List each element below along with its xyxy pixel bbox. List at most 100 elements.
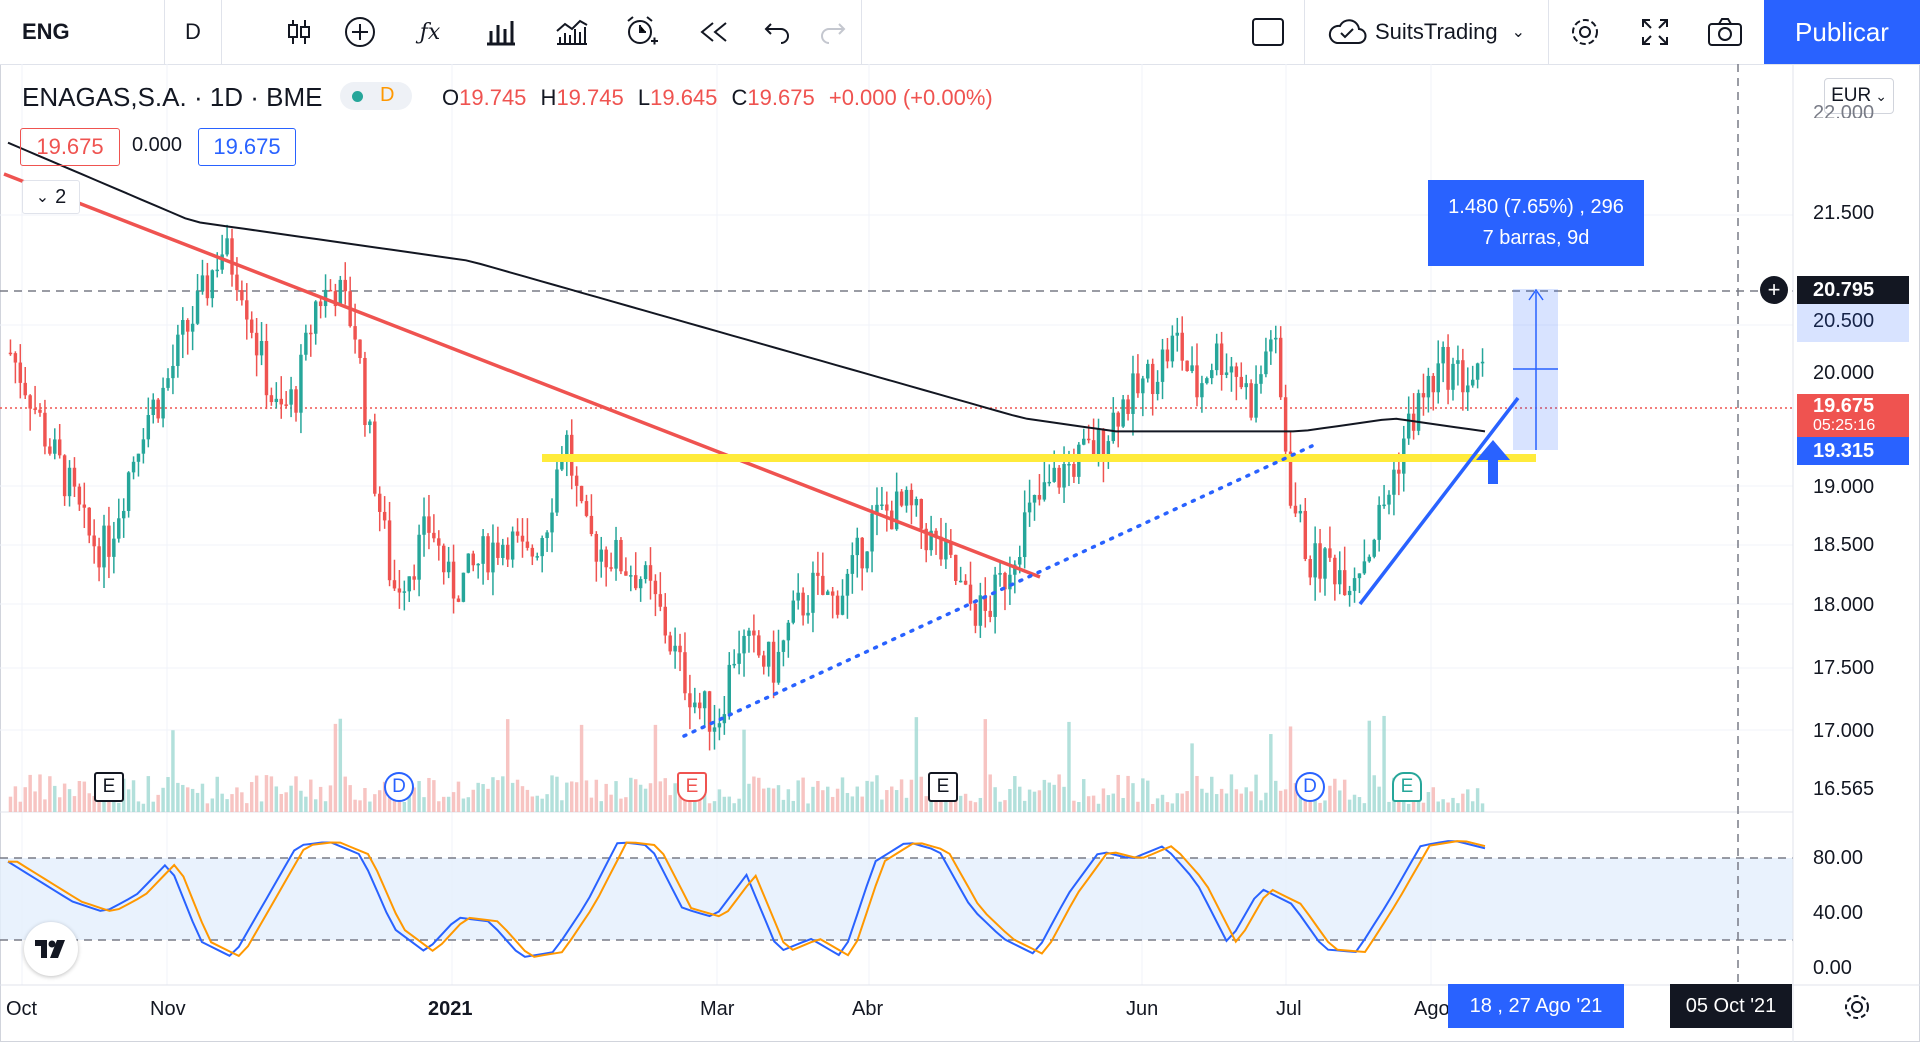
fullscreen-icon[interactable] xyxy=(1626,0,1684,64)
volume-bar xyxy=(1347,799,1352,812)
earnings-event-marker[interactable]: E xyxy=(928,772,958,802)
layout-icon[interactable] xyxy=(1232,0,1305,64)
candle-body xyxy=(456,598,461,602)
volume-bar xyxy=(1175,793,1180,812)
candle-body xyxy=(1288,451,1293,506)
volume-bar xyxy=(717,789,722,812)
alert-icon[interactable] xyxy=(615,0,669,64)
volume-bar xyxy=(1219,788,1224,812)
volume-bar xyxy=(141,803,146,812)
settings-gear-icon[interactable] xyxy=(1840,990,1874,1029)
volume-bar xyxy=(653,724,658,812)
uptrend-line[interactable] xyxy=(1358,396,1520,606)
candle-body xyxy=(845,573,850,596)
support-price-label: 19.315 xyxy=(1797,437,1909,465)
candle-body xyxy=(1008,574,1012,590)
volume-bar xyxy=(151,801,155,812)
bars-template-icon[interactable] xyxy=(474,0,528,64)
candle-body xyxy=(727,664,731,715)
candles-icon[interactable] xyxy=(272,0,326,64)
compare-icon[interactable] xyxy=(333,0,387,64)
volume-bar xyxy=(368,801,372,812)
dividend-event-marker[interactable]: D xyxy=(384,772,414,802)
volume-bar xyxy=(1446,802,1450,812)
candle-body xyxy=(555,469,559,513)
volume-bar xyxy=(461,798,466,812)
volume-bar xyxy=(835,788,840,812)
account-menu[interactable]: SuitsTrading ⌄ xyxy=(1304,0,1549,64)
candle-body xyxy=(432,532,436,539)
candle-body xyxy=(1431,375,1436,393)
candle-body xyxy=(240,290,244,301)
camera-icon[interactable] xyxy=(1696,0,1754,64)
volume-bar xyxy=(978,797,983,812)
volume-bar xyxy=(107,796,111,812)
volume-bar xyxy=(1190,743,1194,812)
candle-body xyxy=(924,528,928,551)
volume-bar xyxy=(816,780,820,812)
downtrend-line[interactable] xyxy=(3,172,1041,579)
replay-icon[interactable] xyxy=(687,0,741,64)
publish-button[interactable]: Publicar xyxy=(1764,0,1920,64)
candle-body xyxy=(776,651,781,683)
candle-body xyxy=(43,412,47,447)
candle-body xyxy=(441,545,446,573)
volume-bar xyxy=(131,780,136,812)
redo-icon[interactable] xyxy=(805,0,862,64)
volume-bar xyxy=(909,779,914,812)
volume-bar xyxy=(358,800,362,812)
volume-bar xyxy=(1431,787,1436,812)
undo-icon[interactable] xyxy=(752,0,802,64)
candle-body xyxy=(496,542,500,558)
earnings-event-marker[interactable]: E xyxy=(1392,772,1422,802)
volume-bar xyxy=(176,782,180,812)
dividend-event-marker[interactable]: D xyxy=(1295,772,1325,802)
volume-bar xyxy=(471,789,475,812)
candle-body xyxy=(57,439,62,456)
volume-bar xyxy=(643,788,648,812)
candle-body xyxy=(151,399,155,416)
candle-body xyxy=(1096,428,1101,458)
candle-body xyxy=(18,362,23,383)
volume-bar xyxy=(53,785,57,812)
arrow-up-marker[interactable] xyxy=(1476,440,1510,484)
candle-body xyxy=(919,499,924,529)
candle-body xyxy=(368,421,372,426)
earnings-event-marker[interactable]: E xyxy=(94,772,124,802)
candle-body xyxy=(363,357,367,426)
add-alert-plus-icon[interactable]: + xyxy=(1760,276,1788,304)
candle-body xyxy=(1190,365,1194,372)
symbol-search-button[interactable]: ENG xyxy=(0,0,165,64)
candle-body xyxy=(1426,375,1431,398)
earnings-event-marker[interactable]: E xyxy=(677,772,707,802)
market-status-badge[interactable]: D xyxy=(340,82,412,110)
candle-body xyxy=(1466,385,1470,393)
candle-body xyxy=(619,539,623,572)
indicators-collapse-toggle[interactable]: ⌄ 2 xyxy=(22,180,80,214)
volume-bar xyxy=(215,776,219,812)
candle-body xyxy=(200,275,205,292)
volume-bar xyxy=(451,792,456,812)
symbol-title[interactable]: ENAGAS,S.A. · 1D · BME xyxy=(22,82,323,112)
tradingview-logo[interactable] xyxy=(24,922,78,976)
candle-body xyxy=(663,606,667,636)
interval-button[interactable]: D xyxy=(165,0,222,64)
indicators-icon[interactable]: ƒx xyxy=(419,19,441,45)
currency-selector[interactable]: EUR ⌄ xyxy=(1824,78,1894,114)
chart-template-icon[interactable] xyxy=(545,0,599,64)
volume-bar xyxy=(437,801,441,812)
candle-body xyxy=(1392,469,1396,495)
candle-body xyxy=(107,525,111,557)
candle-body xyxy=(1421,393,1426,398)
candle-body xyxy=(658,594,663,607)
volume-bar xyxy=(8,796,13,812)
candle-body xyxy=(742,635,746,654)
dotted-uptrend-line[interactable] xyxy=(682,444,1314,738)
cloud-check-icon xyxy=(1328,19,1367,44)
volume-bar xyxy=(1367,720,1372,812)
sell-price-button[interactable]: 19.675 xyxy=(20,128,120,166)
settings-gear-icon[interactable] xyxy=(1556,0,1614,64)
buy-price-button[interactable]: 19.675 xyxy=(198,128,296,166)
high-value: 19.745 xyxy=(556,85,624,110)
